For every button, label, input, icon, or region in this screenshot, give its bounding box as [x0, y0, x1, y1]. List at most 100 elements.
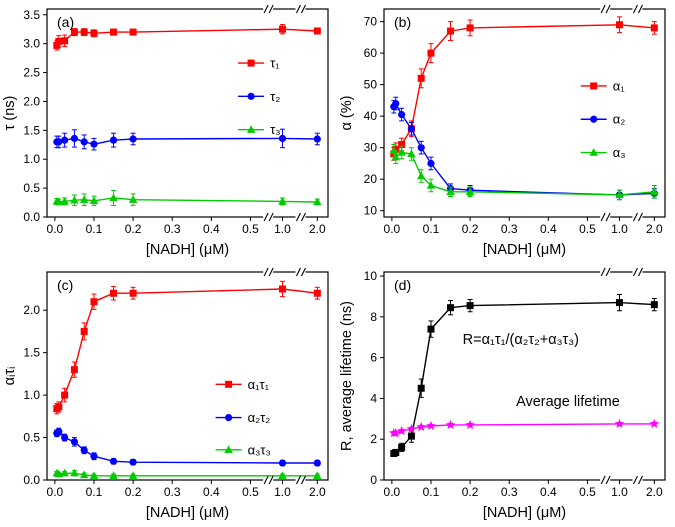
data-point: [70, 366, 78, 374]
axis-break-slash: [600, 4, 606, 14]
x-tick-label: 1.0: [611, 222, 628, 236]
data-point: [650, 301, 658, 309]
axis-break-gap: [600, 215, 611, 219]
x-tick-label: 2.0: [309, 485, 326, 499]
x-tick-label: 0.5: [579, 485, 596, 499]
data-point: [313, 135, 321, 143]
axis-break-slash: [295, 4, 301, 14]
data-point: [54, 469, 63, 478]
y-tick-label: 2.0: [23, 94, 40, 108]
axis-break-slash: [300, 475, 306, 485]
data-point: [446, 187, 455, 195]
data-line: [393, 301, 655, 455]
data-point: [466, 24, 474, 32]
data-point: [80, 28, 88, 36]
data-point: [70, 134, 79, 143]
legend-label: τ₃: [270, 122, 280, 137]
x-tick-label: 2.0: [309, 222, 326, 236]
data-point: [398, 141, 406, 149]
x-tick-label: 0.1: [423, 485, 440, 499]
data-point: [313, 459, 321, 467]
data-point: [392, 99, 400, 108]
axis-break-slash: [605, 267, 611, 277]
x-axis: 0.0 0.1 0.2 0.3 0.4 0.5 1.0 2.0: [47, 480, 326, 499]
data-point: [80, 446, 88, 454]
data-point: [70, 28, 78, 36]
data-point: [109, 193, 118, 202]
y-tick-label: 0.0: [23, 473, 40, 487]
data-point: [61, 136, 69, 144]
data-point: [80, 138, 88, 146]
data-point: [417, 74, 425, 82]
data-point: [417, 171, 426, 180]
data-point: [426, 420, 436, 431]
data-point: [313, 197, 322, 206]
data-point: [128, 471, 138, 479]
data-point: [396, 425, 407, 436]
data-point: [417, 144, 425, 152]
data-point: [60, 197, 69, 205]
axis-break-gap: [295, 478, 306, 482]
y-tick-label: 3.0: [23, 37, 40, 51]
y-tick-label: 1.5: [23, 123, 40, 137]
data-point: [90, 452, 98, 460]
data-point: [70, 468, 79, 477]
data-point: [55, 403, 63, 411]
data-point: [129, 458, 137, 466]
legend-label: τ₁: [270, 56, 280, 71]
y-tick-label: 30: [364, 141, 378, 155]
x-tick-label: 0.4: [203, 485, 220, 499]
data-point: [53, 41, 61, 49]
data-point: [61, 433, 69, 442]
panel-c-chart: 0.0 0.1 0.2 0.3 0.4 0.5 1.0 2.0 0.0 0.5 1.0 1.5 2.0 α…: [2, 267, 329, 521]
data-point: [129, 135, 137, 143]
data-point: [90, 140, 98, 148]
axis-break-slash: [637, 4, 643, 14]
legend-label: τ₂: [270, 89, 280, 104]
data-point: [110, 28, 118, 36]
data-point: [426, 181, 436, 189]
data-point: [90, 298, 98, 306]
axis-breaks: [600, 4, 643, 222]
axis-break-slash: [300, 212, 306, 222]
axis-break-slash: [632, 4, 638, 14]
axis-breaks: [263, 4, 306, 222]
data-point: [589, 148, 598, 156]
y-tick-label: 0.5: [23, 181, 40, 195]
data-point: [407, 149, 416, 158]
axis-break-slash: [605, 212, 611, 222]
axis-break-gap: [600, 7, 611, 11]
plot-frame: [46, 271, 329, 481]
data-line: [56, 472, 318, 477]
y-tick-label: 10: [364, 204, 378, 218]
data-point: [55, 428, 63, 436]
axis-break-gap: [263, 215, 274, 219]
data-point: [225, 414, 233, 422]
data-point: [278, 459, 287, 467]
data-point: [109, 471, 118, 479]
data-point: [80, 327, 88, 335]
data-point: [397, 147, 406, 156]
x-tick-label: 0.1: [86, 222, 103, 236]
data-point: [54, 197, 63, 206]
data-point: [398, 443, 406, 451]
plot-frame: [383, 8, 666, 218]
y-tick-label: 4: [370, 391, 377, 405]
axis-break-slash: [637, 267, 643, 277]
legend: α₁ α₂ α₃: [580, 78, 626, 160]
data-point: [89, 196, 99, 205]
data-point: [407, 125, 416, 133]
data-point: [247, 92, 255, 100]
axis-break-slash: [600, 267, 606, 277]
data-point: [110, 289, 118, 297]
axis-break-gap: [295, 215, 306, 219]
axis-break-gap: [263, 270, 274, 274]
data-point: [90, 29, 98, 37]
x-tick-label: 0.3: [501, 485, 518, 499]
data-point: [392, 145, 400, 153]
legend-label: α₂: [613, 112, 626, 127]
data-point: [465, 419, 476, 430]
axis-break-slash: [263, 4, 269, 14]
panel-label: (c): [57, 277, 73, 293]
axis-break-slash: [600, 212, 606, 222]
